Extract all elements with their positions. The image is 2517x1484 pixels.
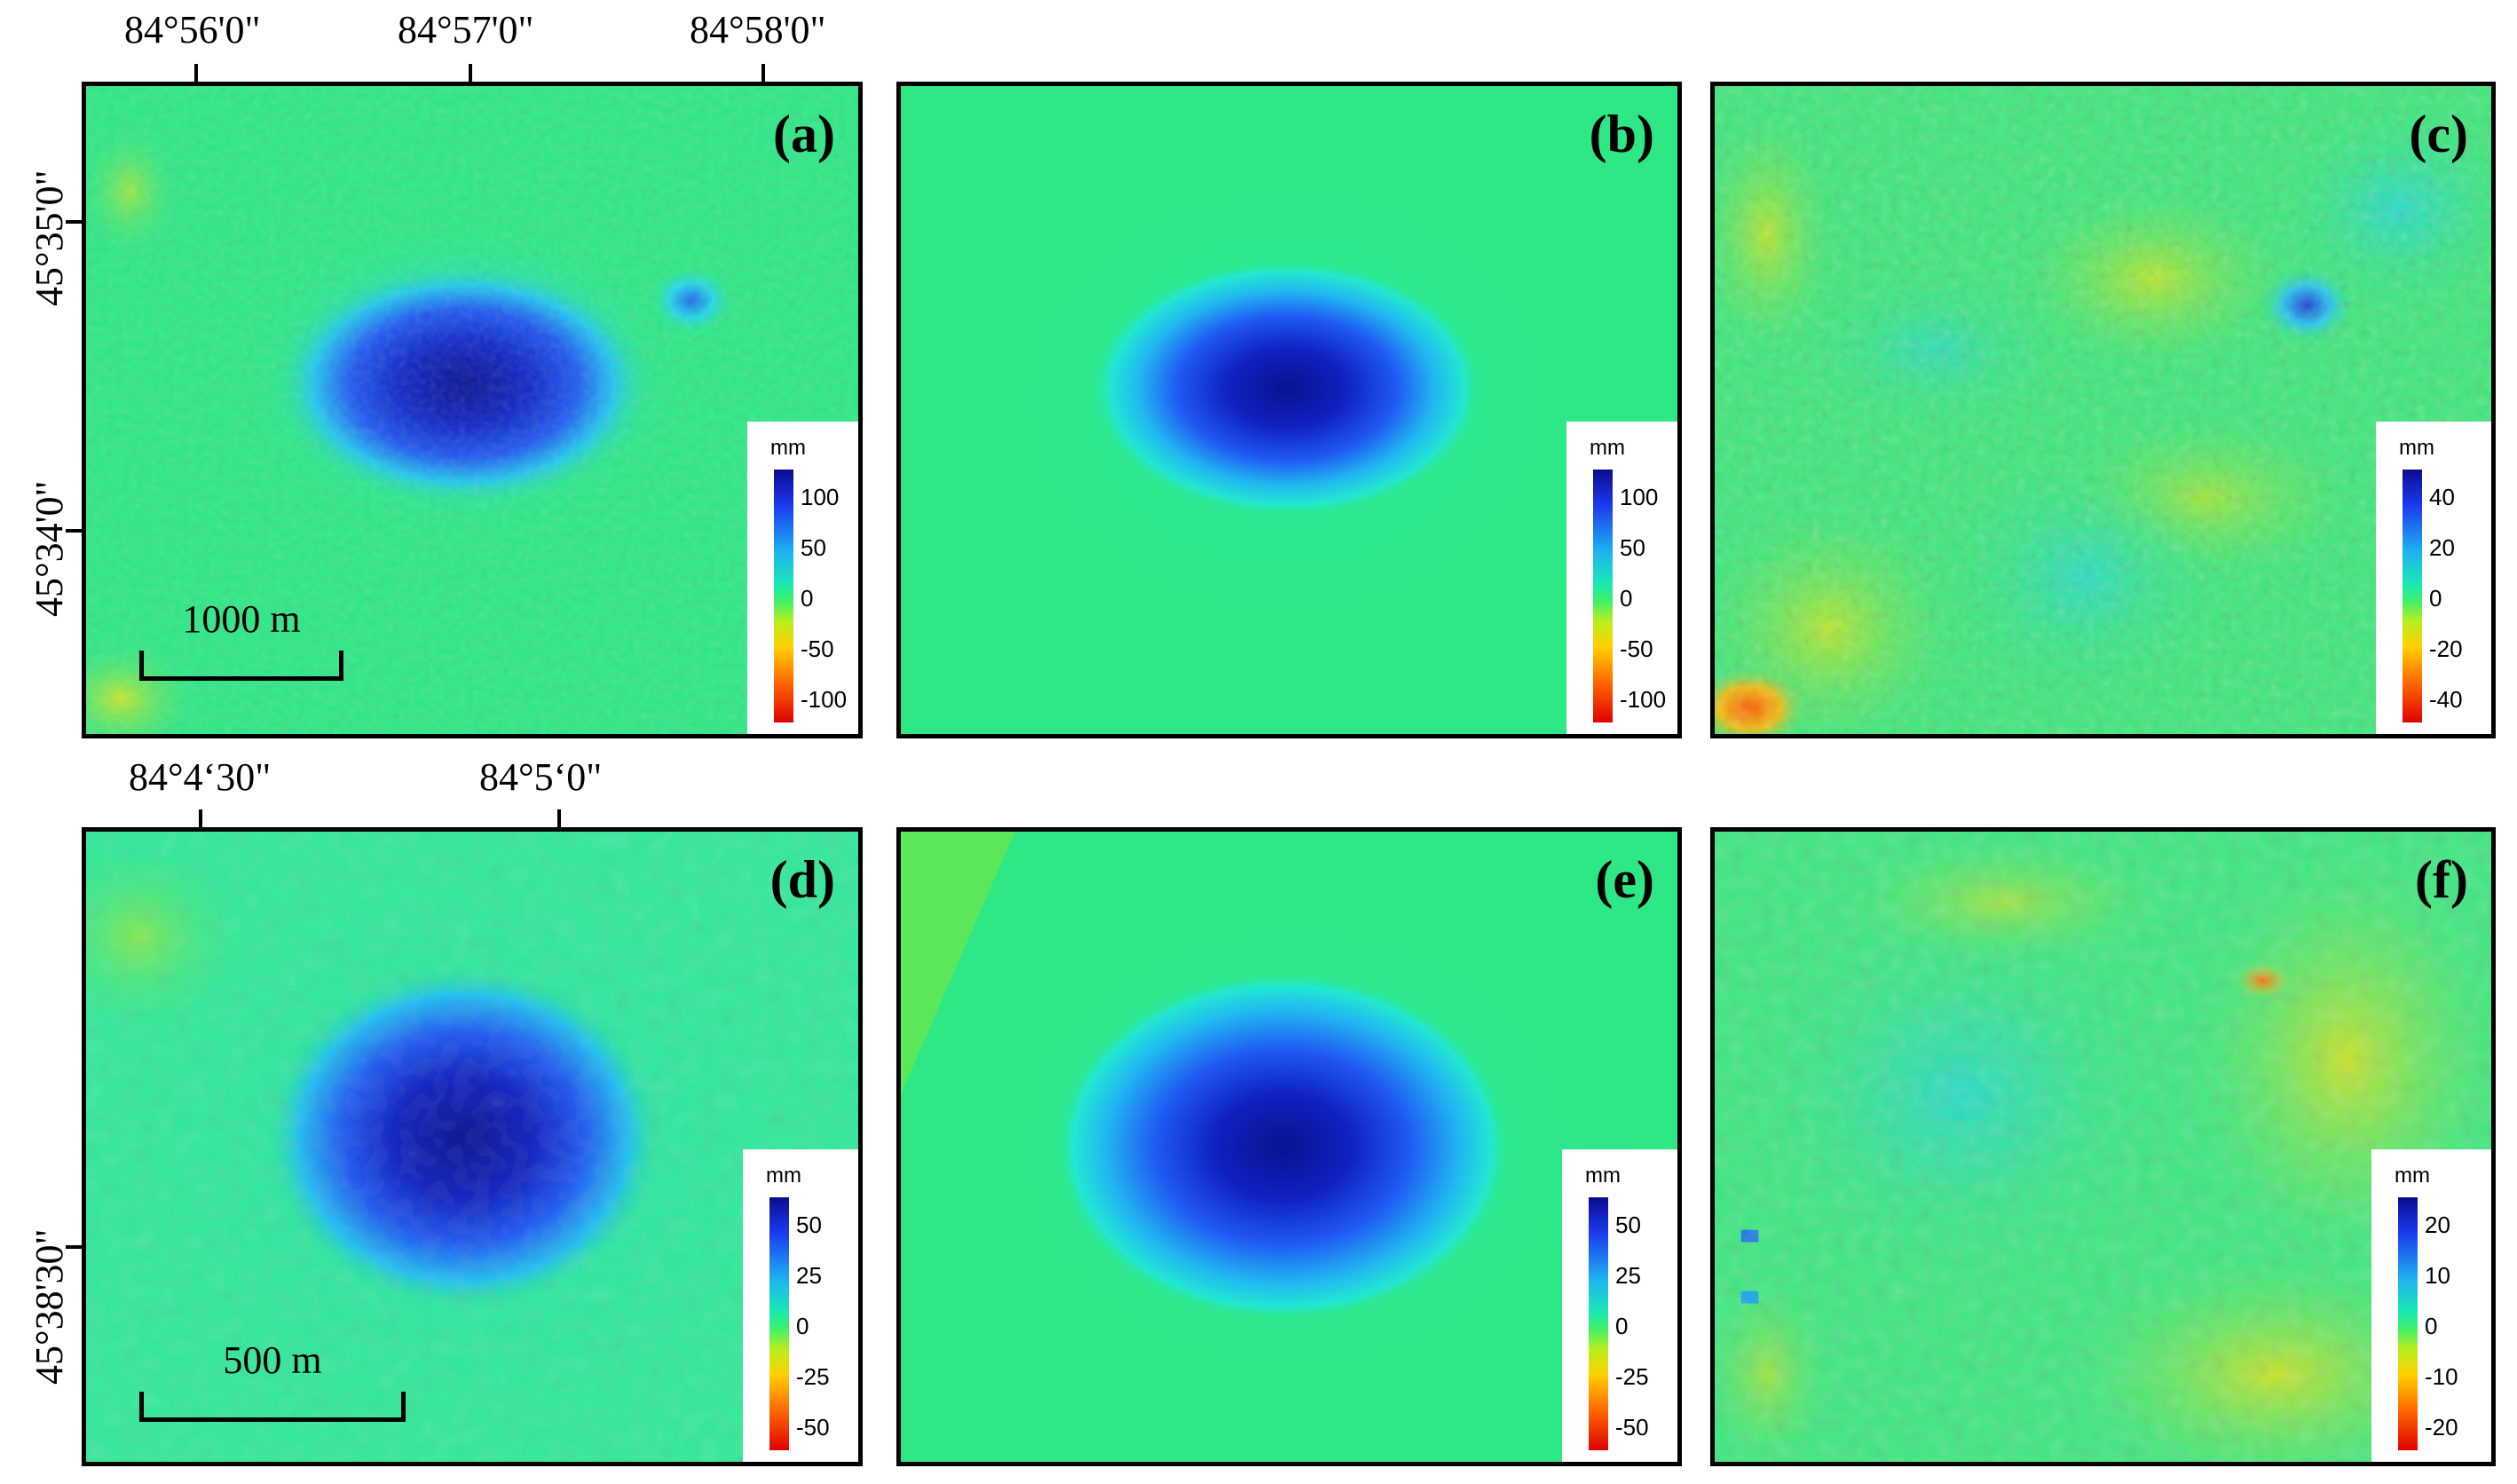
colorbar-e-unit: mm: [1585, 1164, 1621, 1188]
bottom-lat-label-1: 45°38'30": [28, 1228, 71, 1385]
panel-b: (b) mm 100 50 0 -50 -100: [896, 82, 1682, 738]
colorbar-e-tick-4: -25: [1615, 1363, 1649, 1390]
colorbar-b-tick-2: 50: [1620, 534, 1645, 561]
colorbar-a-tick-4: -50: [801, 635, 834, 662]
panel-f-label: (f): [2415, 850, 2468, 909]
top-lon-label-2: 84°57'0": [398, 8, 534, 51]
deformation-map-f: [1715, 832, 2491, 1462]
panel-e-label: (e): [1595, 850, 1654, 909]
colorbar-e-tick-1: 50: [1615, 1212, 1641, 1238]
colorbar-a-unit: mm: [770, 436, 806, 460]
panel-a-label: (a): [773, 105, 835, 163]
colorbar-b-unit: mm: [1590, 436, 1625, 460]
bottom-lon-tick-1: [199, 809, 202, 827]
colorbar-e-tick-2: 25: [1615, 1262, 1641, 1289]
scalebar-bottom-text: 500 m: [223, 1338, 322, 1382]
scalebar-top-cap-left: [139, 651, 144, 681]
colorbar-f-tick-5: -20: [2425, 1414, 2458, 1441]
colorbar-c-tick-5: -40: [2429, 686, 2463, 713]
colorbar-e-tick-5: -50: [1615, 1414, 1649, 1441]
colorbar-f-tick-2: 10: [2425, 1262, 2450, 1289]
colorbar-d-tick-1: 50: [796, 1212, 822, 1238]
colorbar-c: mm 40 20 0 -20 -40: [2376, 422, 2491, 734]
scalebar-top-cap-right: [339, 651, 343, 681]
panel-c-label: (c): [2409, 105, 2468, 163]
top-lat-label-1: 45°35'0": [28, 170, 71, 306]
colorbar-d-tick-3: 0: [796, 1313, 809, 1339]
colorbar-a-tick-5: -100: [801, 686, 848, 713]
top-lat-tick-1: [66, 220, 83, 224]
scalebar-top-line: [139, 676, 343, 681]
panel-f: (f) mm 20 10 0 -10 -20: [1710, 827, 2496, 1466]
colorbar-a: mm 100 50 0 -50 -100: [747, 422, 858, 734]
colorbar-f-tick-3: 0: [2425, 1313, 2438, 1339]
panel-a: (a) 1000 m mm 100 50 0 -50 -100: [82, 82, 863, 738]
colorbar-d-unit: mm: [766, 1164, 801, 1188]
deformation-map-a: [86, 86, 858, 734]
colorbar-a-tick-2: 50: [801, 534, 826, 561]
colorbar-a-tick-3: 0: [801, 585, 814, 612]
colorbar-b-tick-4: -50: [1620, 635, 1653, 662]
colorbar-b-tick-1: 100: [1620, 484, 1659, 510]
panel-b-label: (b): [1589, 105, 1654, 163]
colorbar-c-tick-2: 20: [2429, 534, 2455, 561]
colorbar-d-tick-2: 25: [796, 1262, 822, 1289]
colorbar-c-gradient: [2403, 470, 2422, 722]
top-lat-tick-2: [66, 529, 83, 533]
top-lon-tick-2: [469, 64, 472, 82]
colorbar-d: mm 50 25 0 -25 -50: [743, 1149, 858, 1462]
scalebar-bottom-line: [139, 1417, 406, 1422]
top-lon-tick-3: [761, 64, 765, 82]
scalebar-top: 1000 m: [139, 596, 343, 681]
colorbar-e-tick-3: 0: [1615, 1313, 1629, 1339]
panel-c: (c) mm 40 20 0 -20 -40: [1710, 82, 2496, 738]
panel-e: (e) mm 50 25 0 -25 -50: [896, 827, 1682, 1466]
colorbar-c-tick-3: 0: [2429, 585, 2442, 612]
colorbar-e-gradient: [1589, 1197, 1608, 1450]
top-lon-label-1: 84°56'0": [124, 8, 261, 51]
colorbar-b-gradient: [1593, 470, 1613, 722]
scalebar-bottom-cap-right: [401, 1392, 406, 1422]
scalebar-bottom-cap-left: [139, 1392, 144, 1422]
top-lon-label-3: 84°58'0": [690, 8, 826, 51]
deformation-map-d: [86, 832, 858, 1462]
deformation-map-c: [1715, 86, 2491, 734]
colorbar-f-unit: mm: [2395, 1164, 2430, 1188]
colorbar-f-gradient: [2398, 1197, 2418, 1450]
colorbar-c-unit: mm: [2399, 436, 2434, 460]
colorbar-c-tick-1: 40: [2429, 484, 2455, 510]
colorbar-a-gradient: [774, 470, 793, 722]
panel-d: (d) 500 m mm 50 25 0 -25 -50: [82, 827, 863, 1466]
colorbar-f-tick-4: -10: [2425, 1363, 2458, 1390]
deformation-map-e: [901, 832, 1677, 1462]
colorbar-d-tick-4: -25: [796, 1363, 830, 1390]
scalebar-bottom: 500 m: [139, 1338, 406, 1422]
colorbar-d-tick-5: -50: [796, 1414, 830, 1441]
colorbar-c-tick-4: -20: [2429, 635, 2463, 662]
colorbar-b-tick-5: -100: [1620, 686, 1667, 713]
bottom-lon-tick-2: [557, 809, 561, 827]
colorbar-e: mm 50 25 0 -25 -50: [1562, 1149, 1677, 1462]
colorbar-b-tick-3: 0: [1620, 585, 1633, 612]
top-lat-label-2: 45°34'0": [28, 480, 71, 617]
panel-d-label: (d): [769, 850, 835, 909]
scalebar-top-text: 1000 m: [182, 597, 301, 641]
colorbar-f-tick-1: 20: [2425, 1212, 2450, 1238]
top-lon-tick-1: [194, 64, 198, 82]
bottom-lon-label-2: 84°5‘0": [479, 755, 603, 799]
colorbar-d-gradient: [769, 1197, 789, 1450]
bottom-lat-tick-1: [66, 1245, 83, 1249]
bottom-lon-label-1: 84°4‘30": [129, 755, 272, 799]
colorbar-a-tick-1: 100: [801, 484, 840, 510]
colorbar-f: mm 20 10 0 -10 -20: [2371, 1149, 2491, 1462]
deformation-map-b: [901, 86, 1677, 734]
colorbar-b: mm 100 50 0 -50 -100: [1566, 422, 1677, 734]
